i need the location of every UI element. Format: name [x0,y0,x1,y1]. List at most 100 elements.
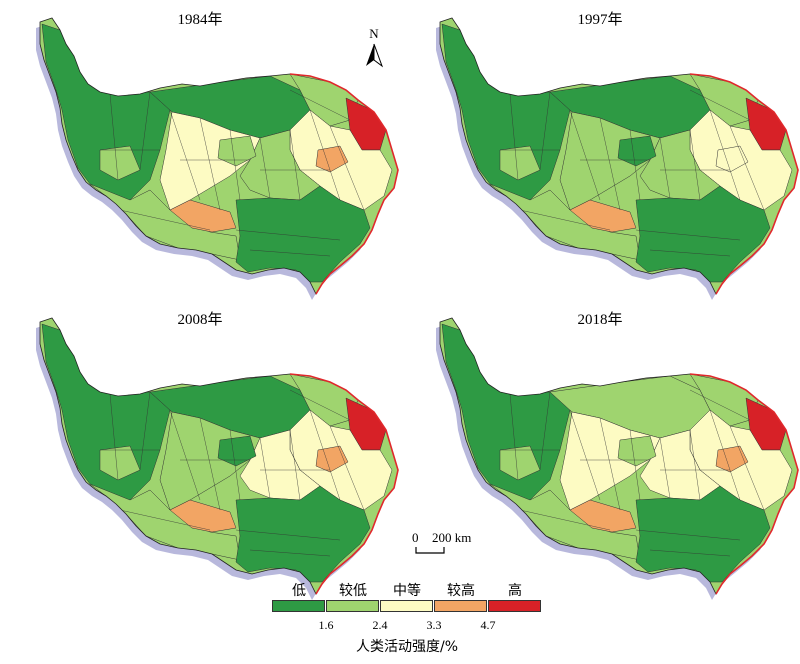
district-line-4 [229,129,241,201]
district-region-12 [217,135,257,167]
north-arrow-label: N [369,26,379,41]
district-line-1 [539,391,551,471]
legend-category-higher: 较高 [447,583,475,599]
scale-bar-zero: 0 [412,530,419,545]
district-line-13 [635,229,741,241]
legend-category-medium: 中等 [393,583,421,599]
district-line-14 [249,249,331,257]
plateau-boundary-red [289,73,399,295]
district-region-11 [499,445,541,481]
district-line-3 [599,417,621,511]
district-line-6 [289,129,301,201]
district-line-13 [635,529,741,541]
district-line-0 [109,393,119,481]
panel-title-1997: 1997年 [577,12,623,28]
district-line-5 [659,437,671,499]
district-region-9 [169,499,237,533]
district-line-12 [289,89,351,121]
legend-swatch-medium [380,600,433,612]
district-line-7 [309,409,341,501]
district-line-15 [519,209,611,231]
district-region-12 [617,135,657,167]
north-arrow: N [362,26,386,70]
district-line-5 [659,137,671,199]
scale-bar: 0 200 km [412,530,502,560]
map-panel-2018: 2018年 [400,300,800,600]
district-line-2 [169,109,201,201]
district-line-13 [235,529,341,541]
district-line-2 [169,409,201,501]
district-region-12 [217,435,257,467]
district-line-8 [329,425,365,511]
district-line-15 [119,509,211,531]
district-line-6 [689,129,701,201]
district-line-15 [119,209,211,231]
plateau-map-2008 [36,317,399,600]
district-region-8 [235,485,371,583]
district-line-8 [729,125,765,211]
district-line-5 [259,437,271,499]
district-line-8 [729,425,765,511]
map-panel-1997: 1997年 [400,0,800,300]
district-line-12 [289,389,351,421]
plateau-map-1984 [36,17,399,300]
district-line-3 [199,417,221,511]
district-region-8 [635,485,771,583]
district-region-9 [569,499,637,533]
district-line-12 [689,389,751,421]
district-line-14 [249,549,331,557]
legend-category-lower: 较低 [339,583,367,599]
district-region-9 [569,199,637,233]
district-line-3 [199,117,221,211]
district-line-2 [569,409,601,501]
district-line-1 [139,91,151,171]
legend-threshold-3: 3.3 [426,618,442,632]
legend-title: 人类活动强度/% [355,639,459,655]
district-region-3 [559,111,661,211]
district-line-6 [689,429,701,501]
district-region-3 [559,411,661,511]
plateau-map-2018 [436,317,799,600]
north-arrow-icon [366,43,384,68]
legend-threshold-4: 4.7 [480,618,496,632]
legend-threshold-2: 2.4 [372,618,388,632]
map-panel-2008: 2008年 [0,300,400,600]
plateau-boundary-red [689,373,799,595]
district-region-8 [635,185,771,283]
scale-bar-distance: 200 km [432,530,472,545]
district-line-6 [289,429,301,501]
district-region-3 [159,411,261,511]
legend: 低 较低 中等 较高 高 1.6 2.4 3.3 4.7 人类活动强度/% [272,580,542,660]
plateau-boundary-red [689,73,799,295]
panel-title-2008: 2008年 [177,312,223,328]
plateau-boundary-red [289,373,399,595]
district-line-4 [629,429,641,501]
district-line-7 [709,409,741,501]
district-region-11 [99,145,141,181]
plateau-map-1997 [436,17,799,300]
district-line-0 [509,93,519,181]
district-line-15 [519,509,611,531]
legend-threshold-1: 1.6 [318,618,334,632]
district-line-4 [629,129,641,201]
legend-swatch-high [488,600,541,612]
district-line-0 [109,93,119,181]
district-line-0 [509,393,519,481]
district-line-1 [539,91,551,171]
map-panel-1984: 1984年 [0,0,400,300]
district-region-12 [617,435,657,467]
panel-title-2018: 2018年 [577,312,623,328]
legend-category-high: 高 [508,583,522,599]
legend-swatch-low [272,600,325,612]
district-region-9 [169,199,237,233]
legend-swatch-lower [326,600,379,612]
panel-title-1984: 1984年 [177,12,223,28]
district-line-7 [709,109,741,201]
district-region-11 [99,445,141,481]
district-region-11 [499,145,541,181]
legend-swatch-higher [434,600,487,612]
district-line-1 [139,391,151,471]
district-region-3 [159,111,261,211]
scale-bar-line [415,547,445,554]
district-line-5 [259,137,271,199]
